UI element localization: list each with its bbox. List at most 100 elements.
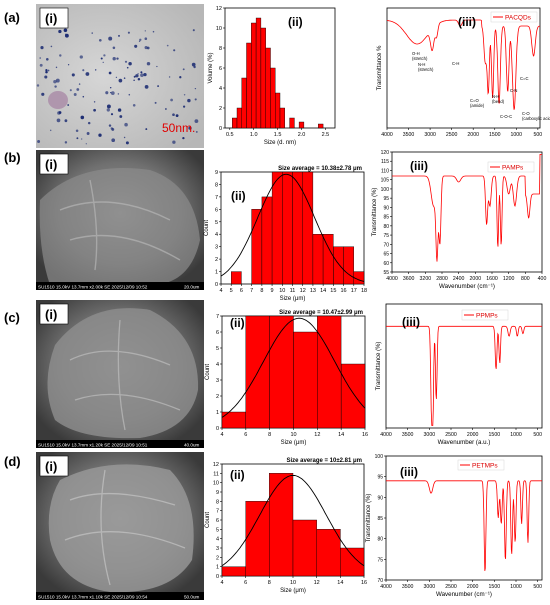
spectrum-line [387, 19, 541, 110]
x-tick-label: 14 [338, 432, 344, 438]
nanoparticle-dot [108, 36, 113, 41]
nanoparticle-dot [126, 66, 129, 69]
histogram-bar [292, 519, 317, 577]
x-tick-label: 16 [361, 580, 367, 586]
y-tick-label: 5 [216, 346, 219, 352]
x-tick-label: 4000 [381, 132, 393, 138]
y-tick-label: 100 [381, 187, 390, 193]
x-tick-label: 1.0 [250, 132, 258, 138]
histogram-bar [289, 117, 295, 129]
nanoparticle-dot [109, 86, 112, 89]
y-tick-label: 5 [216, 527, 219, 533]
legend-label: PAMPs [502, 165, 524, 172]
x-tick-label: 14 [337, 580, 343, 586]
y-tick-label: 80 [377, 537, 383, 543]
nanoparticle-dot [173, 49, 176, 52]
y-tick-label: 115 [381, 159, 389, 165]
histogram-bar [298, 121, 305, 129]
nanoparticle-dot [172, 140, 176, 144]
y-tick-label: 7 [215, 195, 218, 201]
row-label-b: (b) [4, 150, 21, 165]
nanoparticle-dot [118, 34, 120, 37]
nanoparticle-dot [146, 61, 151, 66]
legend-label: PPMPs [476, 313, 498, 320]
spectrum-annotation: C-N [510, 88, 517, 93]
nanoparticle-dot [112, 46, 116, 50]
nanoparticle-dot [82, 95, 85, 98]
y-tick-label: 8 [216, 499, 219, 505]
nanoparticle-dot [108, 71, 112, 75]
nanoparticle-dot [81, 138, 83, 140]
nanoparticle-dot [124, 60, 128, 63]
nanoparticle-dot [118, 78, 123, 83]
nanoparticle-dot [110, 127, 114, 130]
histogram-bar [322, 233, 334, 285]
nanoparticle-dot [111, 138, 116, 143]
panel-roman-label: (ii) [231, 189, 246, 203]
panel-roman-label: (iii) [458, 15, 476, 29]
y-axis-label: Volume (%) [208, 52, 214, 83]
nanoparticle-dot [87, 121, 91, 125]
y-tick-label: 12 [213, 462, 219, 468]
x-tick-label: 17 [351, 288, 357, 294]
x-tick-label: 2.0 [298, 132, 306, 138]
nanoparticle-dot [175, 114, 179, 117]
histogram-bar [279, 107, 286, 129]
x-tick-label: 1000 [510, 432, 522, 438]
histogram-bar [317, 315, 342, 429]
x-tick-label: 3500 [402, 584, 414, 590]
y-tick-label: 0 [219, 126, 222, 132]
histogram-bar [255, 17, 262, 129]
nanoparticle-dot [63, 28, 68, 33]
histogram-bar [312, 233, 324, 285]
nanoparticle-dot [112, 57, 116, 61]
nanoparticle-dot [119, 115, 123, 118]
nanoparticle-dot [128, 61, 132, 66]
sem-scale-d: 50.0um [184, 595, 199, 600]
row-label-c: (c) [4, 310, 20, 325]
y-tick-label: 70 [377, 578, 383, 584]
x-tick-label: 1000 [511, 132, 523, 138]
y-axis-label: Transmittance (%) [372, 188, 378, 237]
nanoparticle-dot [78, 83, 81, 85]
nanoparticle-dot [154, 101, 157, 104]
x-tick-label: 6 [244, 580, 247, 586]
chart-title: Size average = 10.47±2.99 μm [279, 310, 363, 316]
nanoparticle-dot [134, 44, 138, 48]
histogram-bar [269, 473, 294, 577]
nanoparticle-dot [46, 58, 49, 61]
nanoparticle-dot [110, 113, 114, 116]
nanoparticle-dot [140, 73, 144, 77]
histogram-bar [271, 171, 283, 285]
y-tick-label: 80 [383, 224, 389, 230]
spectrum-annotation: (stretch) [412, 56, 428, 61]
x-tick-label: 2000 [470, 276, 482, 282]
nanoparticle-dot [144, 85, 149, 89]
sem-caption-c: SU1510 15.0kV 13.7mm x1.20k SE 2025/12/0… [38, 443, 148, 448]
nanoparticle-dot [117, 108, 122, 112]
nanoparticle-dot [76, 137, 79, 140]
x-tick-label: 1500 [489, 584, 501, 590]
gaussian-fit-curve [221, 474, 365, 567]
y-tick-label: 2 [215, 257, 218, 263]
y-tick-label: 9 [215, 170, 218, 176]
x-tick-label: 16 [341, 288, 347, 294]
nanoparticle-dot [194, 98, 197, 101]
panel-roman-label: (iii) [410, 159, 428, 173]
gaussian-fit-curve [221, 317, 366, 418]
x-tick-label: 2000 [467, 584, 479, 590]
nanoparticle-dot [143, 72, 147, 77]
x-tick-label: 800 [521, 276, 530, 282]
nanoparticle-dot [144, 37, 148, 40]
y-tick-label: 75 [377, 557, 383, 563]
x-tick-label: 4000 [380, 584, 392, 590]
spectrum-annotation: O-H [412, 51, 420, 56]
nanoparticle-dot [44, 75, 48, 79]
y-tick-label: 4 [219, 86, 222, 92]
x-tick-label: 11 [290, 288, 296, 294]
nanoparticle-dot [195, 130, 198, 133]
plot-frame [385, 303, 543, 429]
histogram-bar [341, 363, 366, 429]
